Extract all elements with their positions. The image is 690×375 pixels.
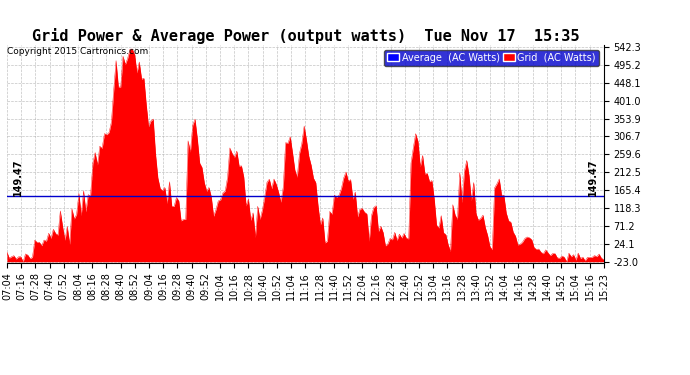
Text: Copyright 2015 Cartronics.com: Copyright 2015 Cartronics.com xyxy=(7,47,148,56)
Text: 149.47: 149.47 xyxy=(13,159,23,196)
Text: 149.47: 149.47 xyxy=(588,159,598,196)
Legend: Average  (AC Watts), Grid  (AC Watts): Average (AC Watts), Grid (AC Watts) xyxy=(384,50,599,66)
Title: Grid Power & Average Power (output watts)  Tue Nov 17  15:35: Grid Power & Average Power (output watts… xyxy=(32,28,579,44)
